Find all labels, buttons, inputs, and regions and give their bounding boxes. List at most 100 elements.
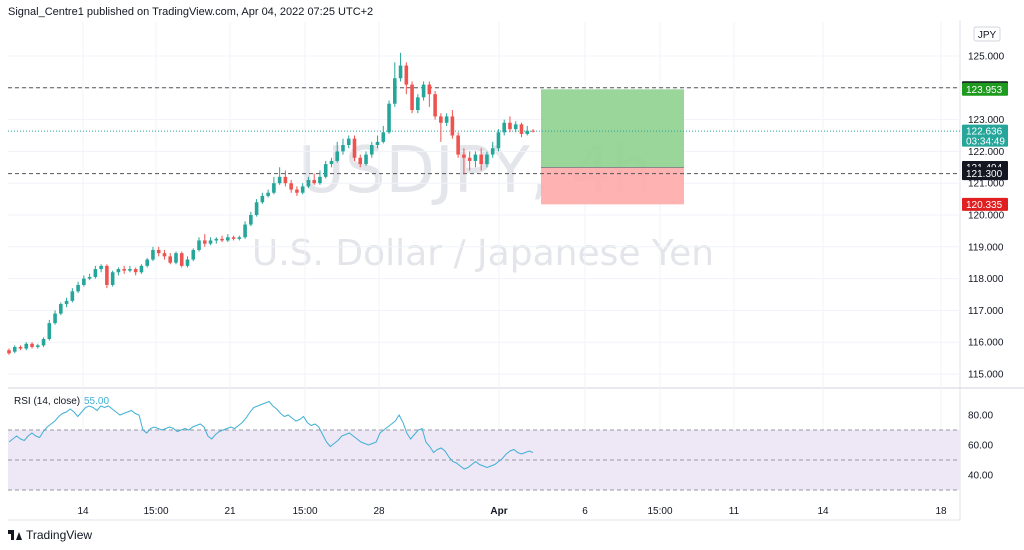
candle <box>387 100 391 134</box>
candle <box>208 237 213 246</box>
candle-body <box>18 346 23 349</box>
candle <box>145 257 149 268</box>
candle-body <box>156 249 161 254</box>
candle-body <box>272 183 276 193</box>
candle <box>485 151 489 168</box>
candle <box>306 176 311 188</box>
candle-body <box>237 237 242 239</box>
candle-body <box>312 180 316 184</box>
candle-body <box>174 253 178 263</box>
candle <box>214 237 219 244</box>
candle <box>191 248 196 262</box>
candle <box>358 154 363 168</box>
candle <box>364 151 368 166</box>
candle <box>381 125 386 144</box>
long-position-tool[interactable] <box>541 89 684 205</box>
candle-body <box>283 176 288 184</box>
rsi-line <box>8 400 534 470</box>
price-tag-value: 123.953 <box>966 85 1003 96</box>
candle-body <box>439 116 443 123</box>
candle-body <box>352 138 357 158</box>
price-tag-value: 120.335 <box>966 200 1003 211</box>
candle <box>156 246 161 257</box>
candle-body <box>260 195 265 203</box>
horizontal-levels[interactable] <box>8 87 960 175</box>
candle-body <box>76 284 80 292</box>
candle <box>254 199 259 217</box>
candle <box>289 180 293 193</box>
candle <box>105 264 109 289</box>
price-tick-label: 118.000 <box>968 274 1004 285</box>
candle-body <box>490 148 495 155</box>
candle-body <box>381 132 386 142</box>
candle <box>18 345 23 351</box>
candle <box>525 125 530 136</box>
currency-badge-label: JPY <box>978 30 997 41</box>
candle-body <box>473 154 478 161</box>
candle-body <box>243 224 247 238</box>
time-axis[interactable]: 14 15:00 21 15:00 28 Apr 6 15:00 11 14 18 <box>77 506 947 517</box>
candle <box>168 253 173 265</box>
candle-body <box>496 132 501 149</box>
candle-body <box>306 180 311 187</box>
candle-body <box>168 256 173 263</box>
candle-body <box>128 269 132 271</box>
price-axis[interactable]: 125.000124.000123.000122.000121.000120.0… <box>968 52 1005 482</box>
rsi-tick-label: 80.00 <box>968 411 993 422</box>
candle <box>272 176 276 195</box>
candlestick-series <box>7 52 535 355</box>
candle-body <box>346 138 351 146</box>
candle-body <box>197 240 201 250</box>
candle-body <box>70 291 75 301</box>
candle <box>312 173 316 185</box>
candle <box>41 337 46 347</box>
candle <box>87 273 92 281</box>
candle <box>433 90 437 120</box>
candle <box>12 345 17 354</box>
candle-body <box>450 116 455 136</box>
candle-body <box>410 84 414 111</box>
candle <box>479 148 483 171</box>
candle <box>513 121 518 133</box>
candle-body <box>421 84 426 98</box>
candle <box>502 119 507 136</box>
candle-body <box>323 164 328 177</box>
candle-body <box>208 240 213 244</box>
candle <box>185 256 190 268</box>
footer-brand: TradingView <box>26 528 93 542</box>
price-tag: 123.953 <box>962 82 1008 96</box>
time-tick-label: 21 <box>224 506 236 517</box>
candle-body <box>105 265 109 285</box>
candle <box>47 319 52 341</box>
candle-body <box>162 253 167 257</box>
candle-body <box>110 272 115 285</box>
candle-body <box>502 122 507 133</box>
candle <box>76 281 80 293</box>
candle <box>295 186 299 196</box>
candle-body <box>122 269 126 271</box>
price-tag-box <box>962 197 1008 211</box>
watermark-description: U.S. Dollar / Japanese Yen <box>252 233 714 274</box>
candle <box>64 297 69 308</box>
candle <box>243 221 247 239</box>
currency-badge[interactable]: JPY <box>973 26 1001 42</box>
candle-body <box>467 157 472 161</box>
candle <box>490 141 495 158</box>
candle <box>369 141 374 158</box>
candle <box>508 116 512 133</box>
rsi-label: RSI (14, close) <box>14 396 80 407</box>
rsi-tick-label: 40.00 <box>968 471 993 482</box>
candle <box>335 141 340 163</box>
candle <box>7 348 11 355</box>
candle-body <box>398 65 403 79</box>
candle-body <box>139 265 144 273</box>
candle-body <box>93 269 98 278</box>
candle <box>197 237 201 252</box>
candle <box>496 129 501 152</box>
tradingview-footer[interactable]: TradingView <box>8 528 92 542</box>
candle-body <box>387 103 391 133</box>
candle <box>398 52 403 82</box>
candle <box>35 343 40 349</box>
candle <box>151 246 155 262</box>
